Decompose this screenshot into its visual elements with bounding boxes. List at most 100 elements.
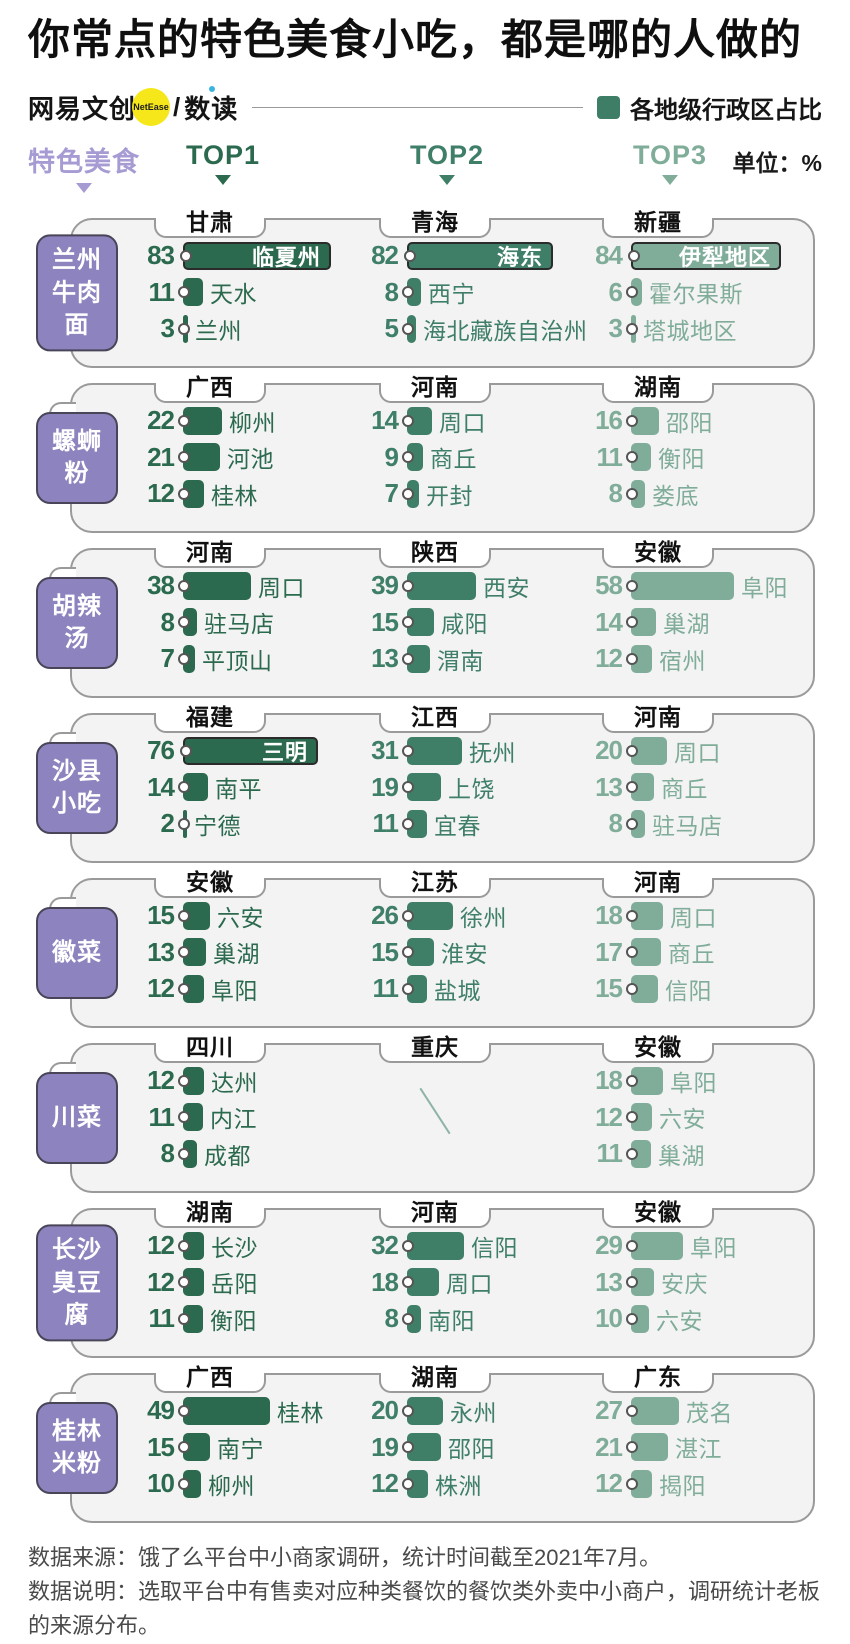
province-tab: 广西: [154, 1364, 266, 1394]
city-label: 永州: [450, 1399, 497, 1426]
bar-dot-icon: [626, 1441, 638, 1454]
province-tab: 河南: [154, 539, 266, 569]
bar-value: 22: [147, 405, 175, 436]
bar-row: 58 阜阳: [580, 567, 804, 604]
city-label: 柳州: [208, 1472, 255, 1499]
province-label: 安徽: [634, 1034, 682, 1061]
province-label: 湖南: [411, 1364, 459, 1391]
bar-value: 18: [595, 1065, 623, 1096]
header-top2: TOP2: [410, 140, 484, 186]
bar-value: 14: [147, 771, 175, 802]
bar-value: 13: [147, 936, 175, 967]
bar-dot-icon: [402, 946, 414, 959]
bar-dot-icon: [402, 982, 414, 995]
city-label: 开封: [426, 482, 473, 509]
triangle-down-icon: [215, 175, 232, 186]
city-label: 达州: [211, 1069, 258, 1096]
bar: [402, 1268, 439, 1297]
province-tab: 甘肃: [154, 209, 266, 239]
legend-swatch-icon: [597, 95, 620, 119]
city-label: 巢湖: [663, 611, 710, 638]
city-label: 安庆: [661, 1271, 708, 1298]
bar-row: 12 揭阳: [580, 1465, 804, 1502]
bar-row: 8 娄底: [580, 475, 804, 512]
bar-row: 15 六安: [132, 897, 356, 934]
columns: 38 周口 8 驻马店 7 平顶山 39 西安 15 咸阳 13 渭南 58 阜阳 14 巢湖 12 宿州: [72, 567, 813, 677]
bar-value: 3: [160, 313, 175, 344]
cards: 兰州 牛肉面 甘肃 青海 新疆 83 临夏州 11 天水 3 兰州 82 海东 8 西宁 5 海北藏族自治州 84…: [0, 209, 850, 1524]
city-label: 海东: [496, 244, 543, 270]
bar: [178, 571, 251, 600]
bar-value: 49: [147, 1395, 175, 1426]
bar: [626, 608, 656, 637]
province-label: 河南: [186, 539, 234, 566]
city-label: 驻马店: [204, 611, 275, 638]
bar-row: 10 柳州: [132, 1465, 356, 1502]
city-label: 信阳: [471, 1234, 518, 1261]
bar-dot-icon: [402, 322, 414, 335]
province-label: 湖南: [634, 374, 682, 401]
city-label: 盐城: [434, 977, 481, 1004]
bar: [402, 736, 462, 765]
bar-value: 12: [595, 1468, 623, 1499]
province-column: 32 信阳 18 周口 8 南阳: [356, 1227, 580, 1337]
province-tab: 河南: [602, 869, 714, 899]
bar-value: 11: [148, 1101, 176, 1132]
brand-divider: /: [173, 91, 181, 122]
bar: 临夏州: [180, 241, 331, 270]
bar: [178, 974, 204, 1003]
bar: [626, 1066, 663, 1095]
bar-dot-icon: [402, 1477, 414, 1490]
province-label: 四川: [186, 1034, 234, 1061]
province-column: 26 徐州 15 淮安 11 盐城: [356, 897, 580, 1007]
bar: 海东: [404, 241, 553, 270]
city-label: 巢湖: [213, 941, 260, 968]
province-tab: 湖南: [379, 1364, 491, 1394]
food-label: 胡辣汤: [36, 577, 118, 670]
bar-dot-icon: [178, 487, 190, 500]
bar-row: 13 巢湖: [132, 934, 356, 971]
bar-value: 11: [596, 1138, 624, 1169]
province-tab: 湖南: [602, 374, 714, 404]
city-label: 阜阳: [211, 977, 258, 1004]
city-label: 三明: [261, 739, 308, 765]
triangle-down-icon: [76, 183, 92, 194]
bar: [402, 608, 434, 637]
province-column: 27 茂名 21 湛江 12 揭阳: [580, 1392, 804, 1502]
bar: [626, 1304, 649, 1333]
bar-dot-icon: [178, 982, 190, 995]
bar-value: 14: [371, 405, 399, 436]
bar-dot-icon: [178, 286, 190, 299]
bar-value: 27: [595, 1395, 623, 1426]
bar-dot-icon: [178, 1147, 190, 1160]
bar-row: 39 西安: [356, 567, 580, 604]
food-card: 螺蛳粉 广西 河南 湖南 22 柳州 21 河池 12 桂林 14 周口 9 商丘 7 开封 16 邵阳 11 衡阳 8…: [36, 374, 815, 534]
bar: [402, 314, 416, 343]
bar: [178, 1231, 204, 1260]
bar: [178, 1268, 204, 1297]
bar-dot-icon: [178, 1441, 190, 1454]
bar: [626, 1433, 668, 1462]
logo-dot-icon: [209, 85, 216, 92]
city-label: 邵阳: [448, 1436, 495, 1463]
bar-dot-icon: [402, 744, 414, 757]
province-tab: 福建: [154, 704, 266, 734]
city-label: 渭南: [437, 647, 484, 674]
bar-row: 84 伊犁地区: [580, 237, 804, 274]
province-label: 广东: [634, 1364, 682, 1391]
city-label: 南宁: [217, 1436, 264, 1463]
bar-value: 13: [595, 771, 623, 802]
bar-row: 31 抚州: [356, 732, 580, 769]
bar: [178, 1469, 201, 1498]
bar: [178, 278, 203, 307]
bar: [178, 608, 197, 637]
bar-dot-icon: [626, 946, 638, 959]
bar-row: 8 西宁: [356, 274, 580, 311]
bar: [402, 571, 476, 600]
bar-value: 11: [148, 1303, 176, 1334]
province-tab: 安徽: [602, 1199, 714, 1229]
province-tab: 河南: [602, 704, 714, 734]
brand-name: 网易文创: [28, 93, 137, 124]
city-label: 桂林: [211, 482, 258, 509]
bar: [178, 938, 206, 967]
